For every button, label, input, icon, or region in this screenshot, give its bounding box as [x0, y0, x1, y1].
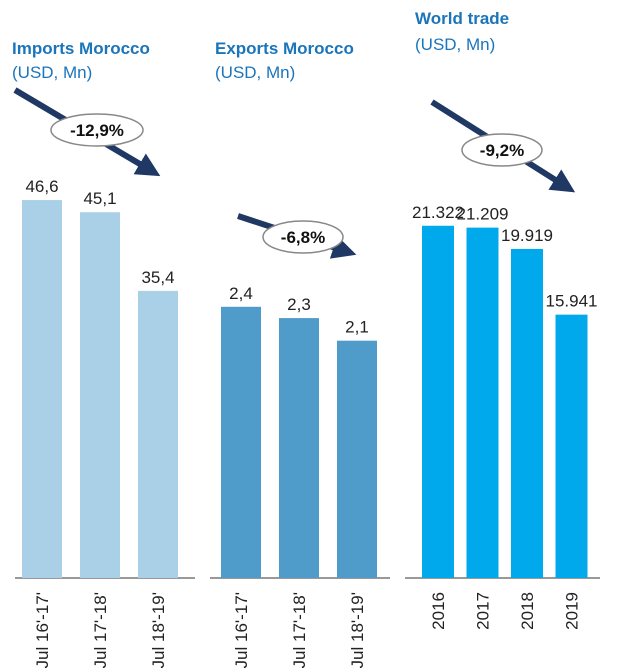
data-label: 2,1	[345, 318, 369, 337]
annotation: -12,9%	[70, 121, 124, 140]
bar	[22, 200, 62, 578]
annotation-bubble	[262, 220, 344, 254]
x-tick-label: Jul 18'-19'	[149, 592, 168, 668]
x-tick-label: 2018	[518, 592, 537, 630]
x-tick-label: 2017	[474, 592, 493, 630]
bar	[466, 227, 499, 578]
bar	[138, 290, 178, 578]
annotation-bubble	[50, 113, 144, 147]
x-tick-label: Jul 16'-17'	[232, 592, 251, 668]
chart-subtitle: (USD, Mn)	[415, 35, 495, 54]
x-tick-label: Jul 18'-19'	[348, 592, 367, 668]
x-tick-label: 2016	[429, 592, 448, 630]
bar	[555, 314, 588, 578]
chart-subtitle: (USD, Mn)	[215, 63, 295, 82]
x-tick-label: 2019	[563, 592, 582, 630]
chart-title: Exports Morocco	[215, 39, 354, 58]
data-label: 45,1	[83, 189, 116, 208]
data-label: 21.209	[457, 205, 509, 224]
data-label: 35,4	[141, 268, 174, 287]
chart-title: Imports Morocco	[12, 39, 150, 58]
annotation: -9,2%	[480, 141, 524, 160]
x-tick-label: Jul 16'-17'	[33, 592, 52, 668]
x-tick-label: Jul 17'-18'	[290, 592, 309, 668]
chart-title: World trade	[415, 9, 509, 28]
bar	[221, 306, 261, 578]
x-tick-label: Jul 17'-18'	[91, 592, 110, 668]
data-label: 46,6	[25, 177, 58, 196]
data-label: 2,4	[229, 284, 253, 303]
bar	[80, 212, 120, 578]
bar	[279, 318, 319, 578]
bar	[422, 225, 454, 578]
bar	[337, 340, 377, 578]
bar	[511, 248, 543, 579]
annotation-bubble	[461, 133, 543, 167]
annotation: -6,8%	[281, 228, 325, 247]
data-label: 19.919	[501, 226, 553, 245]
data-label: 15.941	[546, 292, 598, 311]
chart-subtitle: (USD, Mn)	[12, 63, 92, 82]
data-label: 2,3	[287, 295, 311, 314]
data-label: 21.322	[412, 203, 464, 222]
